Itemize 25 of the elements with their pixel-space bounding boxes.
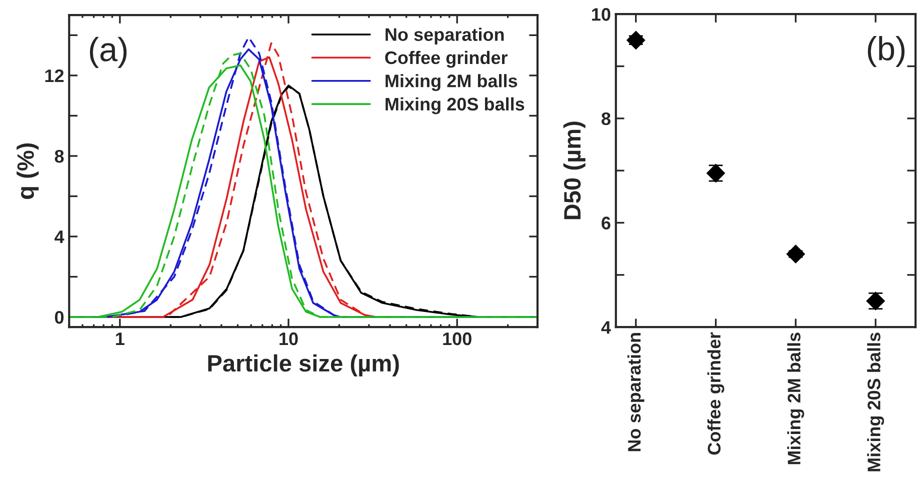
y-tick-label: 12	[45, 69, 64, 82]
x-tick-label: Mixing 2M balls	[787, 332, 804, 464]
y-tick-label: 8	[602, 112, 610, 126]
x-tick-label: 1	[116, 332, 124, 346]
y-tick-label: 6	[602, 216, 610, 230]
y-tick-label: 4	[601, 321, 611, 334]
y-axis-title: D50 (µm)	[563, 122, 586, 220]
x-tick-label: 100	[443, 332, 472, 346]
y-tick-label: 8	[54, 150, 64, 163]
x-tick-label: Coffee grinder	[707, 332, 724, 455]
annotation: (b)	[868, 36, 904, 68]
point	[704, 162, 727, 184]
y-tick-label: 10	[592, 8, 610, 21]
legend-label: Mixing 20S balls	[386, 97, 524, 114]
y-axis-title: q (%)	[16, 143, 39, 199]
legend-label: Mixing 2M balls	[386, 74, 518, 91]
x-tick-label: No separation	[627, 333, 644, 452]
x-axis-title: Particle size (µm)	[208, 354, 399, 376]
y-tick-label: 4	[54, 230, 64, 244]
x-tick-label: Mixing 20S balls	[867, 332, 884, 472]
legend-label: Coffee grinder	[385, 50, 508, 68]
x-tick-label: 10	[280, 332, 298, 346]
y-tick-label: 0	[54, 310, 64, 324]
annotation: (a)	[90, 36, 127, 68]
legend-label: No separation	[386, 28, 504, 45]
